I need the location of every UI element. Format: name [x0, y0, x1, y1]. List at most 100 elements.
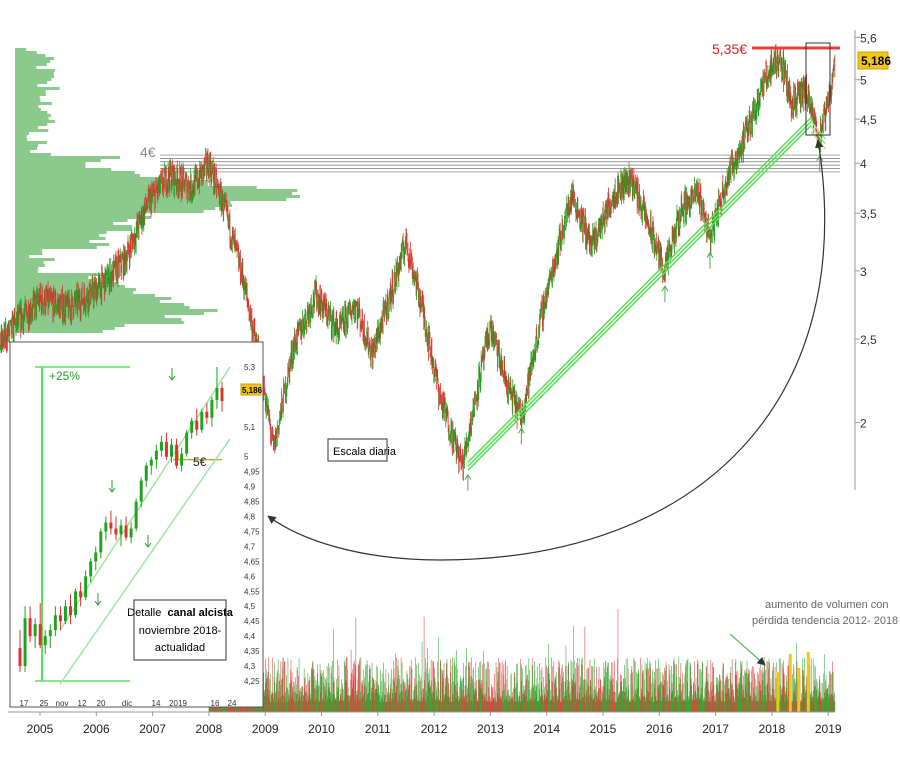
- inset-candle-body: [144, 465, 148, 481]
- volume-profile-bar: [15, 129, 49, 132]
- inset-candle-body: [84, 576, 88, 598]
- inset-candle-body: [58, 615, 62, 622]
- recent-detail-box: [805, 42, 831, 136]
- volume-profile-bar: [15, 231, 107, 234]
- inset-title-bold: canal alcista: [167, 607, 233, 619]
- volume-profile-bar: [15, 264, 45, 267]
- volume-profile-bar: [15, 147, 38, 150]
- y-tick-label: 4: [860, 157, 867, 171]
- inset-arrow: [168, 368, 176, 381]
- volume-profile-bar: [15, 273, 109, 276]
- volume-note-line-1: aumento de volumen con: [765, 599, 889, 611]
- volume-profile-bar: [15, 108, 41, 111]
- volume-profile-bar: [15, 228, 133, 231]
- y-axis-labels: 5,6 5 4,5 4 3,5 3 2,5 2: [855, 31, 877, 431]
- inset-candle-body: [48, 630, 52, 637]
- volume-profile-bar: [15, 297, 172, 300]
- inset-level-label: 5€: [193, 455, 207, 469]
- volume-profile-bar: [15, 267, 39, 270]
- volume-profile-bar: [15, 138, 28, 141]
- volume-bar-highlight: [797, 668, 801, 712]
- inset-y-tick-label: 4,8: [244, 513, 256, 522]
- volume-profile-bar: [15, 252, 43, 255]
- inset-x-tick-label: 20: [97, 699, 106, 708]
- inset-candle-body: [104, 522, 108, 532]
- volume-profile-bar: [15, 165, 86, 168]
- inset-candle-body: [195, 420, 199, 430]
- inset-arrow: [94, 593, 102, 606]
- volume-profile-bar: [15, 153, 51, 156]
- volume-profile-bar: [15, 171, 135, 174]
- bounce-arrow: [464, 473, 472, 491]
- inset-candle-body: [28, 618, 32, 637]
- inset-candle-body: [170, 444, 173, 457]
- inset-channel-lower: [59, 438, 231, 685]
- x-tick-label: 2006: [83, 722, 110, 736]
- inset-candle-body: [69, 606, 72, 616]
- inset-x-tick-label: 24: [228, 699, 237, 708]
- x-tick-label: 2012: [421, 722, 448, 736]
- inset-candle-body: [139, 480, 143, 502]
- volume-profile-bar: [15, 60, 51, 63]
- scale-label: Escala diaria: [333, 446, 397, 458]
- volume-profile-bar: [15, 63, 47, 66]
- inset-candle-body: [99, 531, 103, 553]
- volume-profile-bar: [15, 105, 39, 108]
- last-price-text: 5,186: [861, 54, 891, 68]
- volume-profile-bar: [15, 246, 97, 249]
- volume-profile-bar: [15, 117, 49, 120]
- inset-x-axis-labels: 17 25 nov 12 20 dic 14 2019 16 24: [20, 699, 237, 708]
- x-tick-label: 2019: [815, 722, 842, 736]
- inset-candle-body: [23, 618, 27, 667]
- inset-last-price-text: 5,186: [242, 386, 263, 395]
- channel-line: [810, 121, 826, 140]
- volume-profile-bar: [15, 225, 133, 228]
- channel-line: [467, 116, 812, 463]
- volume-note-arrow: [729, 633, 766, 666]
- volume-profile-bar: [15, 174, 140, 177]
- inset-x-tick-label: 12: [78, 699, 87, 708]
- volume-profile-bar: [15, 69, 56, 72]
- inset-candle-body: [154, 450, 158, 460]
- x-tick-label: 2018: [759, 722, 786, 736]
- inset-candle-body: [200, 411, 204, 430]
- volume-profile-bar: [15, 135, 27, 138]
- volume-profile-bar: [15, 285, 125, 288]
- inset-candle-body: [220, 387, 224, 402]
- y-tick-label: 5: [860, 74, 867, 88]
- inset-y-tick-label: 4,75: [244, 527, 260, 536]
- volume-profile-bar: [15, 213, 144, 216]
- volume-profile-bar: [15, 201, 231, 204]
- support-label: 4€: [140, 144, 156, 160]
- volume-bar-highlight: [806, 652, 810, 712]
- volume-profile-bar: [15, 222, 114, 225]
- inset-title-box: [133, 599, 227, 661]
- inset-y-tick-label: 4,45: [244, 617, 260, 626]
- inset-x-tick-label: nov: [56, 699, 69, 708]
- volume-profile-bar: [15, 309, 218, 312]
- volume-profile-bar: [15, 120, 56, 123]
- volume-profile-bar: [15, 75, 55, 78]
- volume-profile-bar: [15, 111, 48, 114]
- volume-bar-highlight: [788, 654, 792, 712]
- inset-candle-body: [129, 528, 133, 538]
- inset-y-tick-label: 4,6: [244, 572, 256, 581]
- volume-profile-bar: [15, 186, 257, 189]
- x-axis-labels: 2005 2006 2007 2008 2009 2010 2011 2012 2013 2014…: [27, 712, 842, 736]
- volume-profile-bar: [15, 294, 155, 297]
- volume-profile-bar: [15, 315, 165, 318]
- inset-x-tick-label: 14: [152, 699, 161, 708]
- volume-bar-highlight: [776, 672, 780, 712]
- volume-profile-bar: [15, 237, 106, 240]
- inset-candle-body: [210, 399, 214, 418]
- volume-profile-bar: [15, 72, 54, 75]
- volume-profile-bar: [15, 114, 51, 117]
- inset-candle-body: [149, 459, 153, 466]
- volume-profile-bar: [15, 270, 38, 273]
- inset-y-tick-label: 4,65: [244, 557, 260, 566]
- volume-profile-bar: [15, 321, 184, 324]
- inset-y-tick-label: 4,7: [244, 542, 256, 551]
- volume-profile-bar: [15, 216, 152, 219]
- inset-candle-body: [43, 636, 47, 646]
- volume-profile-bar: [15, 96, 40, 99]
